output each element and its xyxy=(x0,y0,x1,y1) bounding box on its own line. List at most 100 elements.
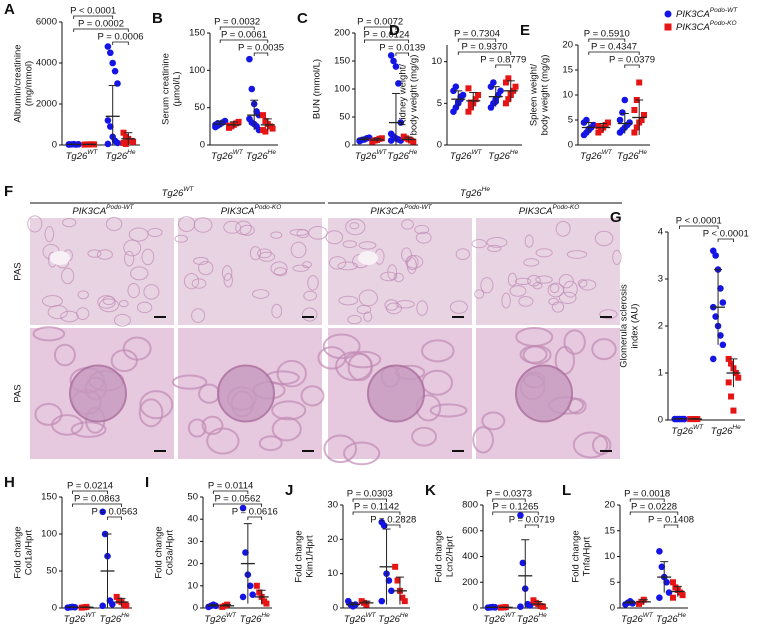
p-value: P = 0.0863 xyxy=(74,494,120,505)
tissue xyxy=(174,234,188,243)
y-axis-label: Col1a/Hprt xyxy=(24,529,35,575)
data-point xyxy=(104,43,112,50)
tissue xyxy=(535,275,553,284)
y-tick-label: 20 xyxy=(327,534,338,545)
tissue xyxy=(337,261,358,271)
tissue xyxy=(124,250,135,267)
data-point xyxy=(107,49,114,57)
data-point xyxy=(390,57,397,65)
y-axis-label: body weight (mg/g) xyxy=(540,55,551,136)
x-tick-label: Tg26WT xyxy=(204,612,237,624)
y-tick-label: 15 xyxy=(604,525,615,536)
x-tick-label-sup: WT xyxy=(472,149,483,156)
tissue xyxy=(61,267,75,285)
lumen xyxy=(50,251,70,265)
x-tick-label: Tg26WT xyxy=(621,612,654,624)
data-point xyxy=(638,117,645,123)
y-tick-label: 20 xyxy=(562,40,573,51)
glomerulus xyxy=(69,364,127,423)
tissue xyxy=(302,261,312,269)
column-label-base: PIK3CA xyxy=(72,206,106,217)
y-tick-label: 0 xyxy=(568,140,573,151)
tissue xyxy=(290,241,307,259)
data-point xyxy=(253,582,260,589)
p-value: P = 0.0124 xyxy=(363,30,409,41)
x-tick-label: Tg26He xyxy=(387,149,417,161)
y-axis-label: (mg/mmol) xyxy=(24,61,35,106)
significance-bracket xyxy=(524,524,539,528)
significance-bracket xyxy=(629,511,679,515)
data-point xyxy=(631,107,638,113)
legend-label-base: PIK3CA xyxy=(676,22,710,33)
p-value: P = 0.0228 xyxy=(631,502,677,513)
x-tick-label-sup: WT xyxy=(643,612,654,619)
tissue xyxy=(345,218,366,236)
data-point xyxy=(235,118,242,125)
x-tick-label-sup: WT xyxy=(602,149,613,156)
row-label: PAS xyxy=(13,384,24,402)
tissue xyxy=(171,374,208,390)
data-point xyxy=(113,593,120,600)
data-point xyxy=(631,129,638,136)
tissue xyxy=(308,225,328,240)
tissue xyxy=(77,290,89,300)
data-point xyxy=(502,100,509,107)
x-tick-label-base: Tg26 xyxy=(240,614,262,625)
p-value: P = 0.1265 xyxy=(492,502,538,513)
group-label-sup: WT xyxy=(183,186,194,193)
column-label-sup: Podo-KO xyxy=(255,204,282,211)
tissue xyxy=(273,267,288,277)
x-tick-label-base: Tg26 xyxy=(711,426,733,437)
data-point xyxy=(248,85,256,93)
x-tick-label: Tg26WT xyxy=(483,612,516,624)
tissue xyxy=(523,258,540,267)
y-tick-label: 50 xyxy=(339,112,350,123)
y-tick-label: 150 xyxy=(189,28,205,39)
significance-bracket xyxy=(219,39,269,43)
data-point xyxy=(665,589,673,596)
x-tick-label-sup: He xyxy=(127,149,136,156)
x-tick-label-sup: He xyxy=(678,612,687,619)
x-tick-label-sup: WT xyxy=(366,612,377,619)
tissue xyxy=(139,390,174,420)
tissue xyxy=(358,289,378,307)
tissue xyxy=(335,351,373,382)
data-point xyxy=(728,360,735,367)
data-point xyxy=(626,119,633,126)
significance-bracket xyxy=(352,511,401,515)
x-tick-label-sup: He xyxy=(538,612,547,619)
y-axis-label: body weight (mg/g) xyxy=(409,55,420,136)
y-tick-label: 4 xyxy=(658,227,663,238)
x-tick-label-sup: He xyxy=(400,612,409,619)
tissue xyxy=(566,250,588,259)
tissue xyxy=(471,239,487,249)
tissue xyxy=(60,310,79,323)
x-tick-label-base: Tg26 xyxy=(246,151,268,162)
y-tick-label: 3 xyxy=(658,274,663,285)
y-tick-label: 0 xyxy=(610,603,615,614)
data-point xyxy=(394,577,401,584)
tissue xyxy=(122,336,152,361)
data-point xyxy=(246,55,253,63)
y-tick-label: 50 xyxy=(194,102,205,113)
x-tick-label: Tg26He xyxy=(378,612,408,624)
legend-marker xyxy=(664,23,672,31)
x-tick-label-sup: WT xyxy=(377,149,388,156)
data-point xyxy=(540,603,547,610)
tissue xyxy=(401,219,414,230)
tissue xyxy=(558,291,577,305)
data-point xyxy=(490,79,497,86)
data-point xyxy=(475,92,482,98)
tissue xyxy=(34,402,63,426)
x-tick-label: Tg26He xyxy=(617,149,647,161)
data-point xyxy=(616,116,624,124)
x-tick-label-base: Tg26 xyxy=(656,614,678,625)
x-tick-label-base: Tg26 xyxy=(64,614,86,625)
tissue xyxy=(347,314,362,325)
group-label-sup: He xyxy=(482,186,491,193)
tissue xyxy=(474,289,485,299)
p-value: P = 0.0032 xyxy=(214,17,260,28)
significance-bracket xyxy=(112,41,129,45)
y-tick-label: 30 xyxy=(187,536,198,547)
significance-bracket xyxy=(212,490,249,494)
